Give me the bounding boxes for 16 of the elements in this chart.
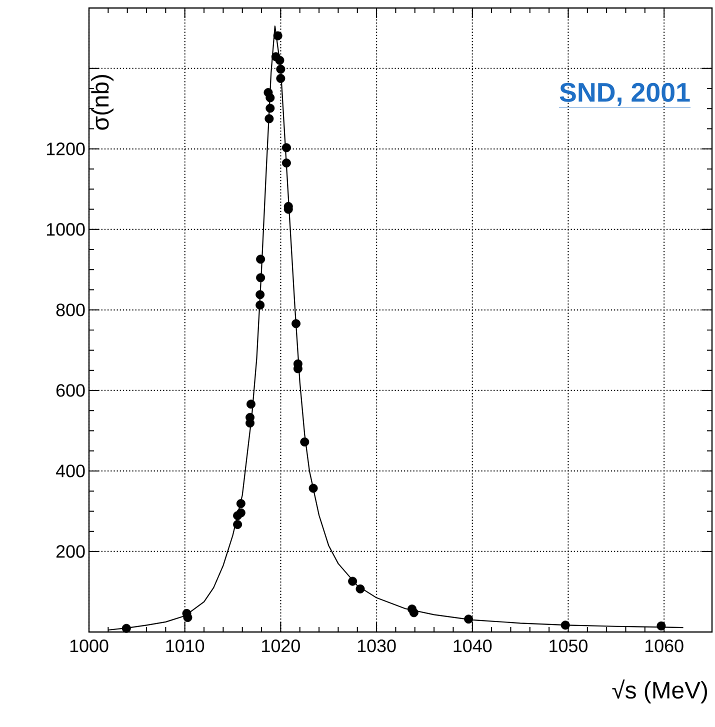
y-axis-title: σ(nb) xyxy=(91,75,114,130)
y-tick-label: 1200 xyxy=(46,142,85,156)
y-tick-label: 400 xyxy=(56,464,85,478)
y-tick-label: 800 xyxy=(56,304,85,316)
x-axis-title: √s (MeV) xyxy=(612,680,707,704)
y-tick-label: 1000 xyxy=(46,223,85,236)
x-tick-label: 1040 xyxy=(454,640,492,652)
x-tick-label: 1030 xyxy=(358,640,396,652)
y-tick-label: 600 xyxy=(56,384,85,397)
annotation: SND, 2001 xyxy=(560,82,690,106)
x-tick-label: 1060 xyxy=(645,640,684,652)
x-tick-label: 1000 xyxy=(70,640,108,652)
x-tick-label: 1020 xyxy=(262,640,300,652)
x-tick-label: 1010 xyxy=(166,640,204,652)
y-tick-label: 200 xyxy=(56,545,85,558)
x-tick-label: 1050 xyxy=(550,640,588,652)
